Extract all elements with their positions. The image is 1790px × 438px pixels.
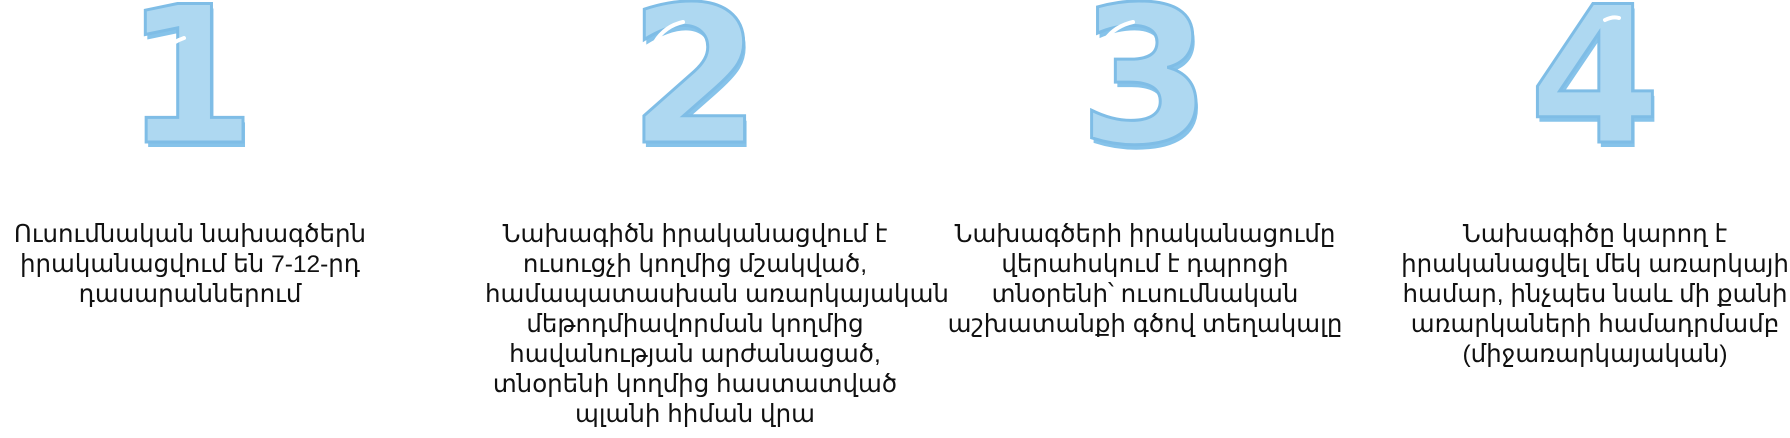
svg-text:4: 4 <box>1531 0 1663 192</box>
step-2-numeral: 2 2 <box>485 0 905 192</box>
step-1-caption: Ուսումնական նախագծերն իրականացվում են 7-… <box>13 221 367 308</box>
svg-text:1: 1 <box>124 0 256 187</box>
step-2: 2 2 Նախագիծն իրականացվում է ուսուցչի կող… <box>485 0 949 438</box>
svg-text:1: 1 <box>126 0 258 192</box>
step-1-numeral: 1 1 <box>0 0 400 192</box>
step-4-numeral-graphic: 4 4 <box>1527 0 1663 192</box>
svg-text:2: 2 <box>631 0 763 192</box>
step-4-numeral: 4 4 <box>1385 0 1790 192</box>
step-3-caption: Նախագծերի իրականացումը վերահսկում է դպրո… <box>947 221 1343 338</box>
svg-text:3: 3 <box>1081 0 1213 192</box>
svg-text:3: 3 <box>1079 0 1211 187</box>
step-2-caption: Նախագիծն իրականացվում է ուսուցչի կողմից … <box>485 221 949 428</box>
step-4: 4 4 Նախագիծը կարող է իրականացվել մեկ առա… <box>1385 0 1790 438</box>
step-3-numeral: 3 3 <box>935 0 1355 192</box>
svg-text:2: 2 <box>629 0 761 187</box>
svg-text:4: 4 <box>1529 0 1661 187</box>
step-1: 1 1 Ուսումնական նախագծերն իրականացվում ե… <box>0 0 400 438</box>
step-1-numeral-graphic: 1 1 <box>122 0 258 192</box>
step-4-caption: Նախագիծը կարող է իրականացվել մեկ առարկայ… <box>1401 221 1789 368</box>
step-3-numeral-graphic: 3 3 <box>1077 0 1213 192</box>
step-3: 3 3 Նախագծերի իրականացումը վերահսկում է … <box>935 0 1355 438</box>
step-2-numeral-graphic: 2 2 <box>627 0 763 192</box>
